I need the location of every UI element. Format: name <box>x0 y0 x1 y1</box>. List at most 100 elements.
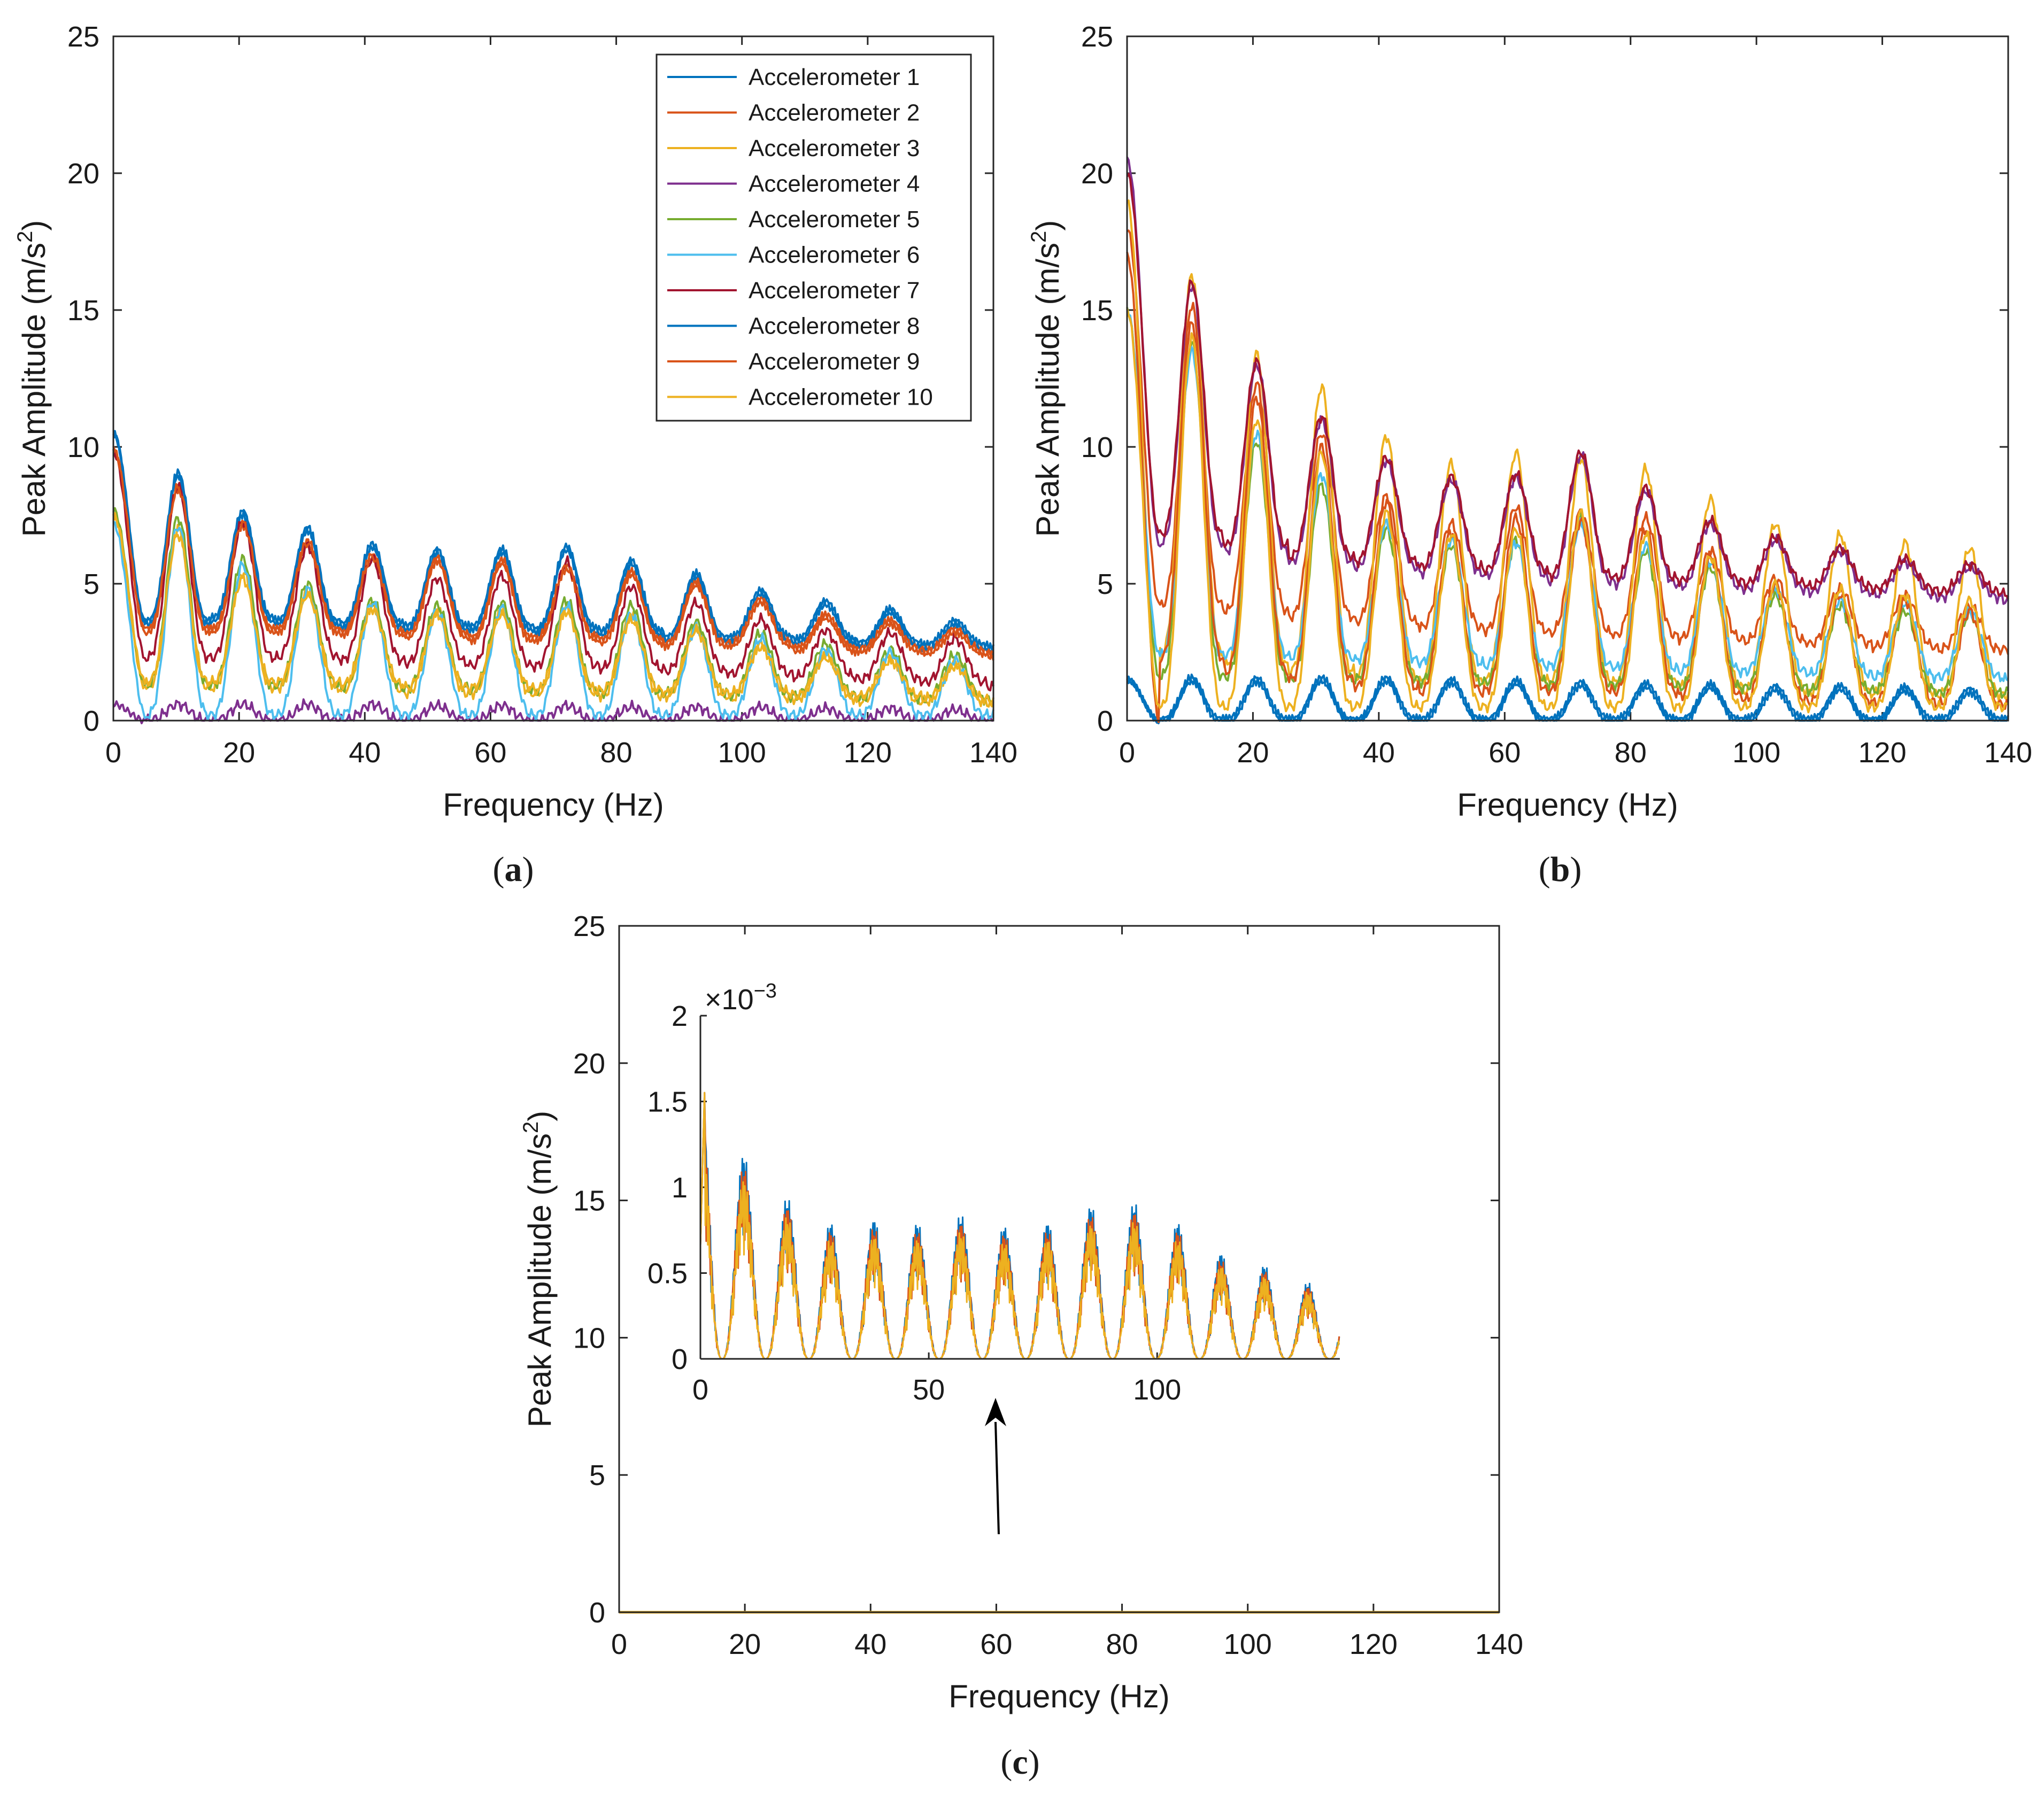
x-tick-label: 60 <box>980 1628 1012 1660</box>
caption-close: ) <box>522 850 534 889</box>
inset-exponent-base: ×10 <box>705 984 754 1016</box>
inset-y-tick-label: 2 <box>672 1000 688 1032</box>
caption-letter: a <box>505 850 522 889</box>
x-axis-label: Frequency (Hz) <box>443 787 664 823</box>
x-tick-label: 20 <box>729 1628 761 1660</box>
y-tick-label: 15 <box>1081 295 1113 327</box>
y-axis-label-close: ) <box>16 220 52 231</box>
caption-letter: c <box>1012 1743 1028 1782</box>
axes-frame <box>112 35 994 722</box>
legend-entry: Accelerometer 9 <box>749 349 920 375</box>
y-tick-label: 15 <box>573 1185 605 1217</box>
y-tick-label: 25 <box>1081 21 1113 53</box>
y-axis-label-main: Peak Amplitude (m/s <box>16 243 52 537</box>
x-tick-label: 0 <box>611 1628 627 1660</box>
panel-caption: (b) <box>1539 850 1582 889</box>
legend-box <box>655 53 972 422</box>
inset-x-tick-label: 100 <box>1133 1374 1181 1406</box>
y-axis-label-superscript: 2 <box>13 231 37 243</box>
y-tick-label: 5 <box>1097 568 1113 600</box>
inset-y-tick-label: 1.5 <box>647 1086 688 1118</box>
inset-y-tick-label: 0 <box>672 1343 688 1375</box>
inset-y-tick-label: 0.5 <box>647 1258 688 1290</box>
y-tick-label: 20 <box>67 158 99 190</box>
y-tick-label: 20 <box>1081 158 1113 190</box>
x-tick-label: 140 <box>1475 1628 1523 1660</box>
x-tick-label: 80 <box>600 737 633 769</box>
x-tick-label: 20 <box>1237 737 1269 769</box>
y-axis-label: Peak Amplitude (m/s2) <box>519 1111 558 1427</box>
y-tick-label: 0 <box>83 705 99 737</box>
y-axis-label-close: ) <box>522 1111 558 1122</box>
series-line-10 <box>1126 308 2009 714</box>
x-tick-label: 120 <box>1349 1628 1398 1660</box>
legend-entry: Accelerometer 3 <box>749 135 920 161</box>
legend-entry: Accelerometer 2 <box>749 100 920 126</box>
panel-b: 0 20 40 60 80 100 120 140 0 5 10 15 20 25 Frequency (H… <box>1027 21 2032 889</box>
legend-entry: Accelerometer 1 <box>749 64 920 90</box>
y-axis-label: Peak Amplitude (m/s2) <box>13 220 52 537</box>
inset-x-tick-label: 50 <box>913 1374 945 1406</box>
x-tick-label: 0 <box>105 737 121 769</box>
axes-frame <box>1126 35 2009 722</box>
y-tick-label: 5 <box>589 1459 605 1491</box>
x-tick-label: 60 <box>474 737 506 769</box>
caption-open: ( <box>1539 850 1551 889</box>
series-line-8 <box>112 433 994 653</box>
x-tick-label: 100 <box>718 737 766 769</box>
y-axis-label-superscript: 2 <box>1027 231 1051 243</box>
y-axis-label-close: ) <box>1030 220 1066 231</box>
legend-entry: Accelerometer 4 <box>749 171 920 197</box>
caption-letter: b <box>1551 850 1570 889</box>
x-tick-label: 80 <box>1106 1628 1138 1660</box>
legend-entry: Accelerometer 6 <box>749 242 920 268</box>
series-line-7 <box>1126 173 2009 600</box>
series-line-10 <box>112 512 994 708</box>
inset-exponent-power: −3 <box>754 980 777 1002</box>
x-tick-label: 60 <box>1488 737 1521 769</box>
y-tick-label: 10 <box>573 1322 605 1354</box>
legend-entry: Accelerometer 8 <box>749 313 920 339</box>
annotation-arrow-head <box>985 1398 1006 1426</box>
x-tick-label: 40 <box>854 1628 886 1660</box>
y-tick-label: 5 <box>83 568 99 600</box>
panel-caption: (c) <box>1000 1743 1039 1782</box>
x-tick-label: 140 <box>969 737 1017 769</box>
legend-entry: Accelerometer 7 <box>749 277 920 304</box>
y-axis-label: Peak Amplitude (m/s2) <box>1027 220 1066 537</box>
series-line-9 <box>112 449 994 661</box>
y-axis-label-superscript: 2 <box>519 1122 543 1133</box>
panel-a: 0 20 40 60 80 100 120 140 0 5 10 15 20 25 Frequency (H… <box>13 21 1017 889</box>
inset-x-tick-label: 0 <box>692 1374 708 1406</box>
series-line-4 <box>112 698 993 724</box>
x-tick-label: 100 <box>1224 1628 1272 1660</box>
x-axis-label: Frequency (Hz) <box>948 1679 1169 1714</box>
x-tick-label: 140 <box>1984 737 2032 769</box>
y-tick-label: 0 <box>1097 705 1113 737</box>
y-tick-label: 15 <box>67 295 99 327</box>
inset-axes: 0 50 100 0 0.5 1 1.5 2 ×10−3 <box>647 980 1340 1406</box>
legend-entry: Accelerometer 10 <box>749 384 933 411</box>
inset-exponent-label: ×10−3 <box>705 980 777 1016</box>
inset-series-line-3 <box>699 1092 1340 1360</box>
series-line-8 <box>1126 674 2009 724</box>
panel-caption: (a) <box>493 850 534 889</box>
y-tick-label: 25 <box>67 21 99 53</box>
x-tick-label: 40 <box>349 737 381 769</box>
x-axis-label: Frequency (Hz) <box>1457 787 1678 823</box>
x-tick-label: 0 <box>1119 737 1135 769</box>
y-tick-label: 20 <box>573 1048 605 1080</box>
caption-open: ( <box>493 850 505 889</box>
y-tick-label: 0 <box>589 1597 605 1629</box>
axes-frame <box>618 925 1500 1613</box>
y-tick-label: 10 <box>67 431 99 463</box>
series-line-6 <box>113 521 994 722</box>
inset-y-tick-label: 1 <box>672 1172 688 1204</box>
y-tick-label: 10 <box>1081 431 1113 463</box>
y-tick-label: 25 <box>573 910 605 942</box>
x-tick-label: 20 <box>223 737 255 769</box>
x-tick-label: 40 <box>1363 737 1395 769</box>
annotation-arrow-shaft <box>994 1421 1000 1535</box>
